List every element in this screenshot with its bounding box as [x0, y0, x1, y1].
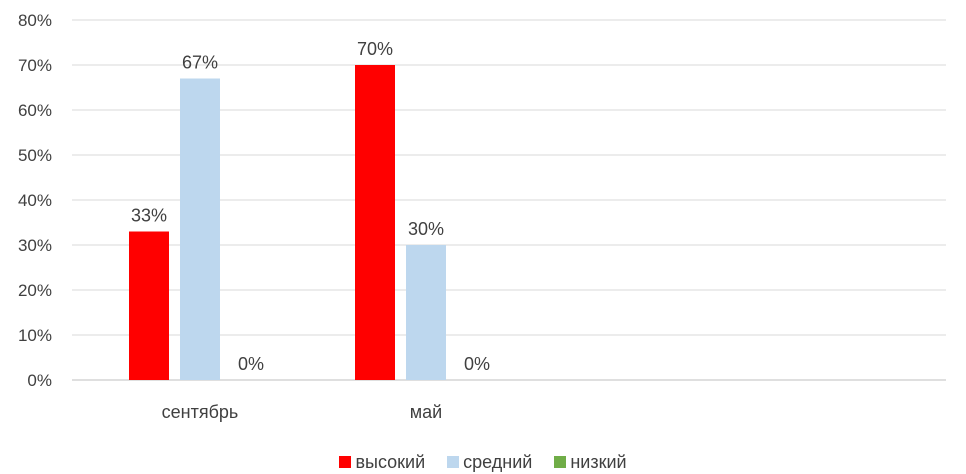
- x-category-label: сентябрь: [162, 402, 239, 422]
- data-label: 67%: [182, 53, 218, 73]
- bar-2-2: [406, 245, 446, 380]
- bar-1-1: [129, 231, 169, 380]
- y-tick-label: 30%: [18, 236, 52, 255]
- x-category-label: май: [410, 402, 442, 422]
- y-tick-label: 70%: [18, 56, 52, 75]
- legend-swatch: [339, 456, 352, 468]
- y-tick-label: 0%: [27, 371, 52, 390]
- legend-swatch: [554, 456, 567, 468]
- y-tick-label: 60%: [18, 101, 52, 120]
- bars: [129, 65, 446, 380]
- legend: высокий средний низкий: [0, 450, 966, 474]
- y-tick-label: 10%: [18, 326, 52, 345]
- legend-item: низкий: [554, 451, 627, 473]
- y-tick-label: 80%: [18, 11, 52, 30]
- y-tick-label: 20%: [18, 281, 52, 300]
- data-label: 33%: [131, 206, 167, 226]
- bar-2-1: [180, 78, 220, 380]
- data-label: 0%: [464, 354, 490, 374]
- data-label: 70%: [357, 39, 393, 59]
- y-tick-label: 40%: [18, 191, 52, 210]
- legend-item: средний: [447, 452, 532, 473]
- x-axis-categories: сентябрь май: [162, 402, 443, 422]
- data-labels: 33% 67% 0% 70% 30% 0%: [131, 39, 490, 374]
- y-tick-label: 50%: [18, 146, 52, 165]
- bar-chart: 0% 10% 20% 30% 40% 50% 60% 70% 80% 33% 67% 0% 70% 30…: [18, 11, 946, 422]
- y-axis-ticks: 0% 10% 20% 30% 40% 50% 60% 70% 80%: [18, 11, 52, 390]
- legend-swatch: [447, 456, 460, 468]
- legend-label: средний: [463, 451, 533, 472]
- legend-label: высокий: [355, 451, 426, 472]
- legend-item: высокий: [339, 452, 425, 473]
- bar-1-2: [355, 65, 395, 380]
- data-label: 30%: [408, 219, 444, 239]
- data-label: 0%: [238, 354, 264, 374]
- legend-label: низкий: [570, 451, 627, 472]
